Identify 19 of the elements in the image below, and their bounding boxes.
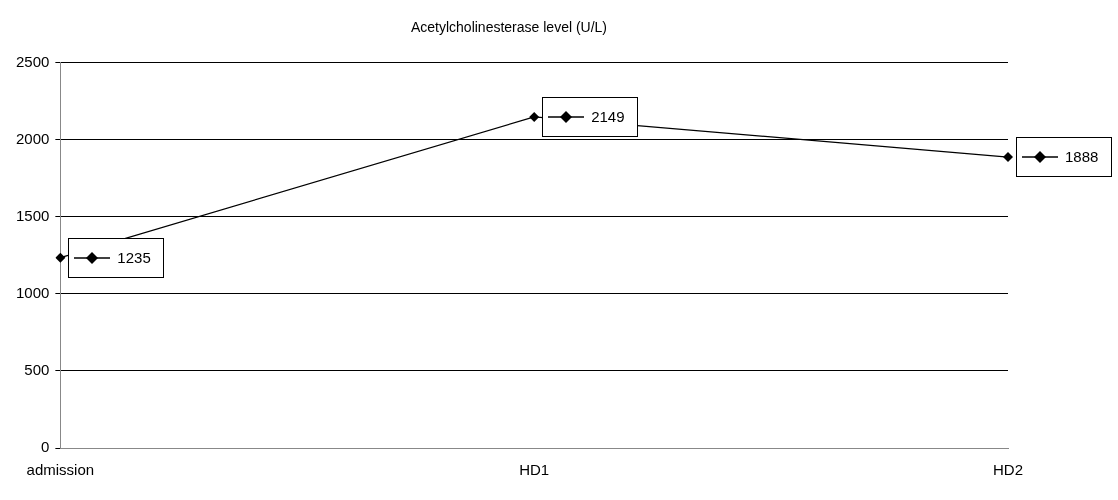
data-label: 1888 xyxy=(1065,148,1099,166)
y-tick-label: 0 xyxy=(41,438,50,456)
callout-box: 2149 xyxy=(542,96,639,137)
y-tick-label: 2000 xyxy=(15,129,50,147)
x-tick-label: HD2 xyxy=(992,461,1024,479)
data-label: 1235 xyxy=(117,248,151,266)
chart-title: Acetylcholinesterase level (U/L) xyxy=(410,19,608,36)
callout-box: 1235 xyxy=(68,237,165,278)
y-tick-label: 1500 xyxy=(15,207,50,225)
point xyxy=(529,111,540,122)
y-tick-label: 1000 xyxy=(15,284,50,302)
callout-box: 1888 xyxy=(1016,137,1112,178)
data-label: 2149 xyxy=(591,107,625,125)
y-tick-label: 500 xyxy=(24,361,50,379)
point xyxy=(55,252,66,263)
y-tick-label: 2500 xyxy=(15,52,50,70)
point xyxy=(1003,152,1013,163)
x-tick-label: HD1 xyxy=(519,461,550,479)
x-tick-label: admission xyxy=(26,461,95,479)
